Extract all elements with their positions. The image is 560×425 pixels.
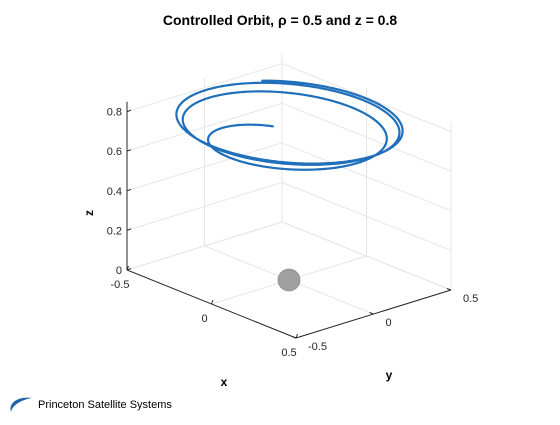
x-tick-label: -0.5: [111, 279, 130, 291]
axis-labels: x y z: [82, 210, 393, 389]
grid: [126, 53, 452, 339]
orbit: [175, 79, 404, 171]
back-wall-grid-line: [126, 142, 283, 192]
back-wall-grid-line: [126, 221, 283, 271]
y-tick-label: 0: [386, 317, 392, 329]
y-tick-label: 0.5: [463, 293, 478, 305]
z-tick-label: 0.2: [107, 225, 122, 237]
company-name: Princeton Satellite Systems: [38, 399, 172, 411]
x-tick: [126, 265, 129, 271]
chart-title: Controlled Orbit, ρ = 0.5 and z = 0.8: [163, 12, 397, 28]
footer: Princeton Satellite Systems: [6, 394, 172, 416]
z-tick: [126, 109, 132, 113]
central-body-sphere: [277, 268, 301, 292]
back-wall-grid-line: [126, 102, 283, 152]
central-body: [277, 268, 301, 292]
back-wall-grid-line: [126, 181, 283, 231]
x-tick: [295, 333, 298, 339]
z-tick: [126, 228, 132, 231]
side-wall-grid-line: [281, 102, 452, 172]
y-tick: [446, 288, 452, 291]
back-wall-grid-line: [126, 63, 283, 113]
side-wall-grid-line: [281, 221, 452, 291]
x-tick-label: 0: [201, 313, 207, 325]
y-tick: [291, 336, 297, 339]
axes: -0.5 0 0.5 -0.5 0 0.5 0 0.2 0.4 0.6 0.8: [107, 101, 478, 359]
z-tick-label: 0.4: [107, 186, 122, 198]
x-axis-label: x: [221, 375, 228, 389]
z-tick-label: 0: [116, 265, 122, 277]
side-wall-grid-line: [281, 181, 452, 251]
x-tick-label: 0.5: [281, 347, 296, 359]
y-tick-label: -0.5: [308, 341, 327, 353]
z-tick: [126, 149, 132, 152]
x-tick: [211, 299, 214, 305]
y-tick: [369, 312, 374, 315]
z-axis-label: z: [82, 210, 96, 216]
z-tick-label: 0.6: [107, 146, 122, 158]
z-tick-label: 0.8: [107, 107, 122, 119]
side-wall-grid-line: [281, 142, 452, 212]
orbit-trajectory-line: [175, 79, 404, 171]
z-tick: [126, 268, 132, 271]
y-axis-label: y: [386, 368, 393, 382]
swoosh-logo-icon: [10, 397, 32, 412]
z-tick: [126, 188, 132, 192]
